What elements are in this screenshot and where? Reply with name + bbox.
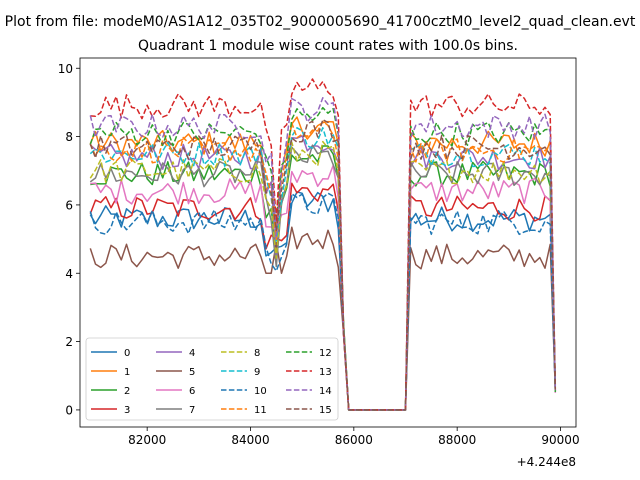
legend-label-0: 0 bbox=[124, 348, 130, 359]
series-line-0 bbox=[89, 191, 557, 411]
x-offset-label: +4.244e8 bbox=[517, 455, 576, 469]
y-tick-label: 8 bbox=[65, 130, 73, 144]
legend-label-4: 4 bbox=[189, 348, 195, 359]
y-tick-label: 10 bbox=[58, 62, 73, 76]
series-line-8 bbox=[89, 140, 557, 411]
legend-label-7: 7 bbox=[189, 405, 195, 416]
series-line-9 bbox=[89, 127, 557, 411]
legend-label-10: 10 bbox=[254, 386, 267, 397]
legend-label-9: 9 bbox=[254, 367, 260, 378]
axes-frame bbox=[79, 57, 577, 428]
series-line-2 bbox=[90, 145, 557, 411]
series-line-7 bbox=[89, 144, 557, 411]
x-tick-label: 88000 bbox=[438, 433, 476, 447]
legend-label-12: 12 bbox=[319, 348, 332, 359]
x-tick-label: 86000 bbox=[335, 433, 373, 447]
x-tick-label: 84000 bbox=[231, 433, 269, 447]
legend-label-14: 14 bbox=[319, 386, 332, 397]
legend-label-8: 8 bbox=[254, 348, 260, 359]
series-line-13 bbox=[90, 78, 557, 411]
series-line-14 bbox=[89, 97, 557, 411]
legend-label-15: 15 bbox=[319, 405, 332, 416]
x-tick-label: 82000 bbox=[128, 433, 166, 447]
x-tick-label: 90000 bbox=[541, 433, 579, 447]
series-line-10 bbox=[89, 192, 557, 411]
legend-label-2: 2 bbox=[124, 386, 130, 397]
y-tick-label: 2 bbox=[65, 335, 73, 349]
series-line-4 bbox=[89, 135, 557, 411]
figure-suptitle: Plot from file: modeM0/AS1A12_035T02_900… bbox=[4, 14, 636, 30]
legend-box bbox=[85, 337, 339, 421]
legend-label-11: 11 bbox=[254, 405, 267, 416]
y-tick-label: 4 bbox=[65, 267, 73, 281]
legend-label-13: 13 bbox=[319, 367, 332, 378]
legend-label-6: 6 bbox=[189, 386, 195, 397]
y-tick-label: 6 bbox=[65, 198, 73, 212]
series-line-12 bbox=[89, 106, 557, 411]
chart-title: Quadrant 1 module wise count rates with … bbox=[138, 38, 518, 54]
legend-label-5: 5 bbox=[189, 367, 195, 378]
legend-label-1: 1 bbox=[124, 367, 130, 378]
series-line-5 bbox=[89, 226, 557, 411]
legend-label-3: 3 bbox=[124, 405, 130, 416]
plot-area: 82000 84000 86000 88000 90000024681001234567… bbox=[58, 57, 580, 447]
series-line-6 bbox=[90, 164, 557, 411]
y-tick-label: 0 bbox=[65, 403, 73, 417]
series-line-3 bbox=[89, 182, 557, 411]
